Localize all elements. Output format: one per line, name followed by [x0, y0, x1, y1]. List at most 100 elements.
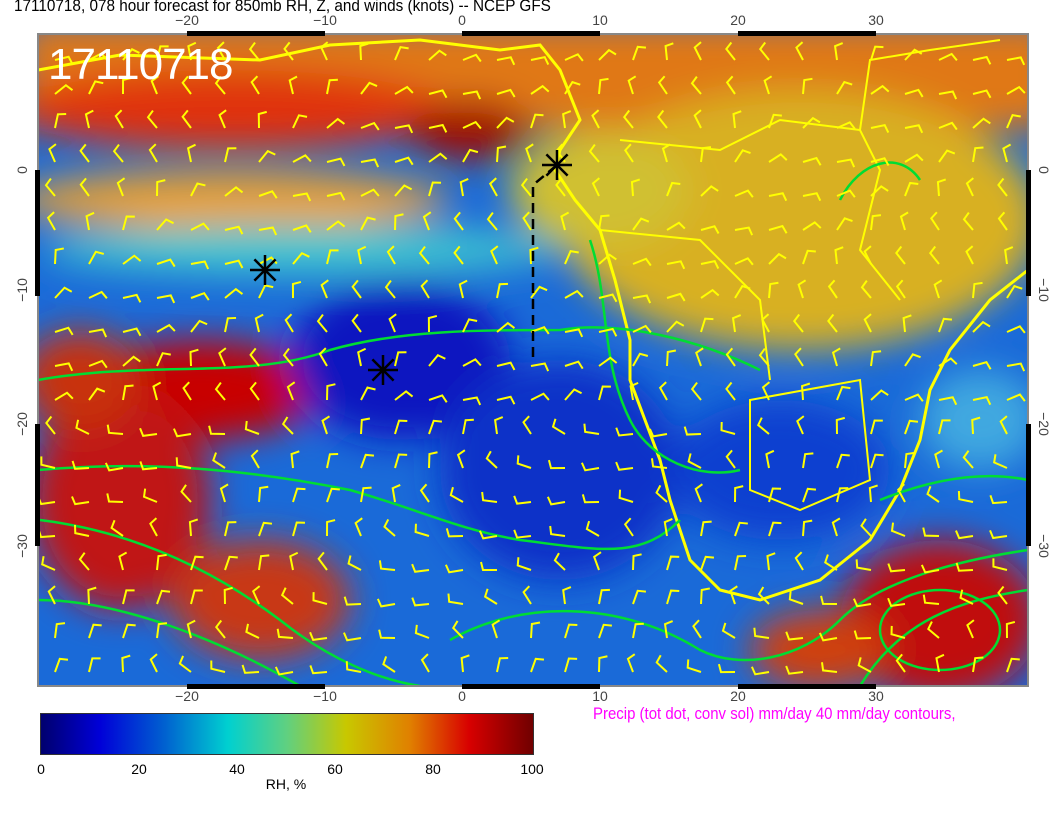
wind-barb: [796, 415, 805, 435]
wind-barb: [244, 420, 260, 435]
wind-barb: [555, 177, 566, 197]
wind-barb: [41, 556, 56, 571]
wind-barb: [88, 657, 101, 673]
wind-barb: [530, 362, 550, 372]
wind-barb: [462, 318, 478, 333]
wind-barb: [562, 586, 572, 605]
wind-barb: [821, 662, 838, 673]
wind-barb: [360, 121, 380, 131]
wind-barb: [564, 80, 581, 95]
wind-barb: [972, 656, 984, 673]
wind-barb: [564, 53, 584, 62]
wind-barb: [180, 484, 192, 503]
rh-map: [35, 31, 1031, 689]
wind-barb: [121, 654, 131, 673]
wind-barb: [955, 562, 974, 572]
wind-barb: [186, 619, 196, 639]
wind-barb: [118, 551, 128, 571]
wind-barb: [693, 41, 702, 61]
height-contours: [38, 161, 1028, 686]
wind-barb: [935, 653, 945, 673]
wind-barb: [922, 527, 940, 537]
wind-barb: [286, 381, 296, 401]
wind-barb: [962, 212, 974, 231]
wind-barb: [836, 189, 856, 198]
wind-barb: [309, 631, 328, 642]
wind-barb: [664, 42, 674, 61]
wind-barb: [927, 621, 940, 639]
wind-barb: [496, 88, 516, 98]
wind-barb: [853, 598, 872, 608]
asterisk-marker: [250, 255, 280, 285]
lon-tick-top-5: 30: [868, 12, 884, 28]
wind-barb: [224, 147, 237, 163]
wind-barb: [802, 487, 817, 503]
wind-barb: [249, 347, 260, 367]
wind-barb: [496, 657, 509, 673]
wind-barb: [598, 214, 610, 231]
wind-barb: [223, 586, 233, 605]
wind-barb: [955, 530, 974, 540]
wind-barb: [116, 177, 126, 197]
wind-barb: [802, 192, 822, 202]
wind-barb: [218, 109, 227, 129]
wind-barb: [904, 393, 924, 402]
wind-barb: [870, 84, 890, 95]
wind-barb: [934, 449, 943, 469]
scale-bar-segment: [187, 684, 325, 689]
wind-barb: [245, 623, 260, 639]
wind-barb: [354, 517, 363, 537]
wind-barb: [564, 328, 584, 338]
wind-barb: [139, 427, 158, 437]
wind-barb: [627, 75, 637, 95]
wind-barb: [785, 665, 804, 675]
wind-barb: [1006, 56, 1026, 66]
wind-barb: [836, 385, 851, 401]
wind-barb: [765, 449, 775, 469]
wind-barb: [360, 158, 380, 168]
lat-tick-left-2: −20: [14, 412, 30, 436]
wind-barb: [522, 415, 532, 435]
wind-barb: [802, 156, 822, 166]
wind-barb: [360, 216, 376, 231]
wind-barb: [104, 462, 124, 472]
wind-barb: [836, 217, 853, 231]
wind-barb: [768, 192, 788, 202]
wind-barb: [258, 226, 278, 236]
colorbar-tick-100: 100: [520, 761, 544, 777]
colorbar-label: RH, %: [265, 776, 307, 792]
wind-barb: [632, 294, 652, 304]
wind-barb: [122, 355, 141, 367]
lon-tick-top-0: −20: [175, 12, 199, 28]
wind-barb: [989, 494, 1008, 505]
wind-barb: [734, 521, 748, 537]
wind-barb: [700, 185, 719, 197]
wind-barb: [768, 252, 787, 265]
wind-barb: [530, 392, 550, 401]
lon-tick-top-2: 0: [458, 12, 466, 28]
wind-barb: [802, 519, 813, 537]
wind-barb: [249, 381, 260, 401]
wind-barb: [458, 279, 468, 299]
wind-barb: [326, 249, 339, 265]
wind-barb: [758, 41, 770, 61]
wind-barb: [785, 631, 804, 641]
wind-barb: [106, 424, 124, 435]
wind-barb: [122, 77, 132, 95]
wind-barb: [734, 284, 751, 299]
wind-barb: [768, 113, 782, 129]
wind-barb: [360, 486, 372, 503]
wind-barb: [326, 220, 346, 231]
wind-barb: [598, 253, 617, 265]
wind-barb: [491, 619, 501, 639]
wind-barb: [547, 459, 566, 470]
scale-bar-segment: [35, 424, 40, 546]
wind-barb: [79, 177, 90, 197]
wind-barb: [997, 211, 1008, 231]
wind-barb: [800, 382, 811, 401]
wind-barb: [54, 113, 67, 129]
wind-barb: [428, 419, 442, 435]
wind-barb: [516, 557, 532, 571]
wind-barb: [725, 381, 736, 401]
wind-barb: [802, 77, 813, 95]
